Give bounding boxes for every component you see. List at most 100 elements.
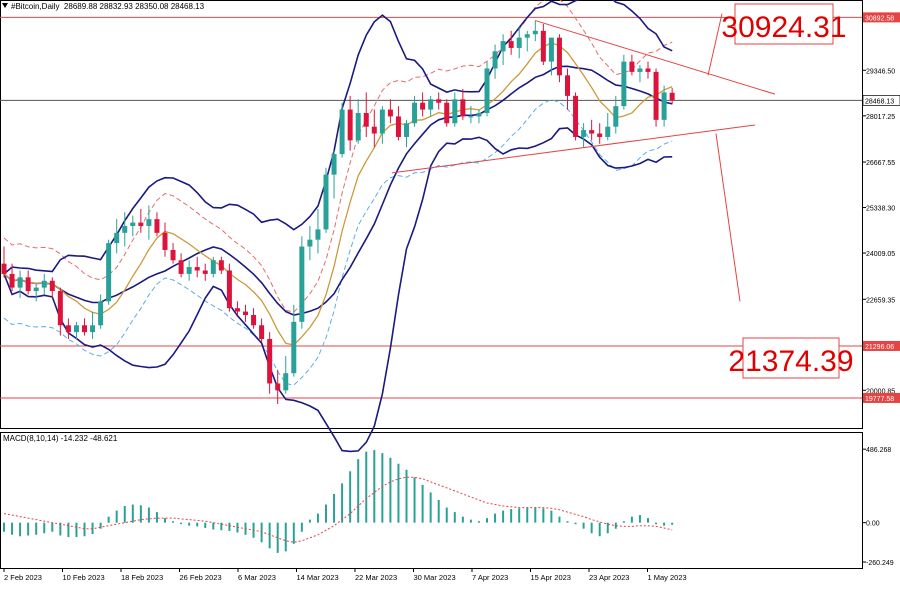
candle-bear (395, 116, 401, 137)
price-pane-frame (0, 0, 863, 429)
descending-trendline (535, 20, 776, 95)
x-tick-label: 18 Feb 2023 (121, 573, 163, 582)
candle-bull (613, 106, 619, 127)
macd-tick-label: 0.00 (866, 521, 880, 528)
candle-bear (57, 291, 63, 326)
candle-bear (669, 92, 675, 101)
candle-bear (565, 75, 570, 96)
macd-pane-frame (0, 432, 863, 569)
candle-bull (283, 373, 289, 391)
candle-bear (556, 37, 562, 76)
candle-bear (1, 263, 7, 274)
candle-bear (234, 308, 240, 312)
candle-bull (516, 37, 522, 48)
candle-bull (500, 41, 506, 52)
candle-bull (146, 219, 152, 226)
candle-bull (106, 243, 112, 302)
candle-bull (428, 99, 434, 110)
candle-bull (468, 116, 474, 118)
bollinger-upper (3, 0, 673, 275)
candle-bear (629, 61, 635, 72)
candle-bear (540, 30, 546, 62)
candle-bull (661, 92, 667, 120)
candle-bull (484, 68, 490, 113)
candle-bear (460, 99, 466, 117)
price-badge-text: 19777.58 (865, 396, 894, 403)
macd-signal-line (3, 476, 673, 543)
price-badge (863, 392, 900, 403)
candle-bear (420, 102, 426, 110)
candle-bear (251, 315, 257, 326)
candle-bear (49, 280, 55, 292)
y-tick-label: 29346.50 (866, 68, 895, 75)
arrow-up-line (707, 13, 723, 76)
candle-bull (33, 287, 39, 292)
candle-bear (218, 260, 224, 271)
candle-bull (130, 222, 136, 226)
candle-bear (387, 109, 393, 117)
support-label-box (742, 337, 840, 379)
candle-bull (581, 130, 587, 137)
candle-bull (307, 239, 313, 247)
candle-bull (98, 301, 104, 326)
candle-bear (347, 109, 353, 141)
candle-bull (524, 34, 530, 38)
x-tick-label: 1 May 2023 (648, 573, 687, 582)
candle-bull (323, 174, 329, 230)
candle-bull (637, 68, 643, 72)
y-tick-label: 20000.85 (866, 388, 895, 395)
candle-bull (331, 154, 337, 175)
candle-bear (178, 260, 184, 274)
price-badge-text: 30892.58 (865, 15, 894, 22)
candle-bull (412, 102, 418, 124)
y-tick-label: 26667.55 (866, 160, 895, 167)
candle-bull (492, 51, 498, 69)
y-tick-label: 22659.35 (866, 297, 895, 304)
candle-bear (170, 249, 176, 261)
candle-bull (621, 61, 627, 107)
candle-bear (275, 383, 281, 391)
x-tick-label: 30 Mar 2023 (414, 573, 456, 582)
candle-bear (597, 133, 603, 137)
arrow-down-line (715, 133, 741, 302)
x-tick-label: 7 Apr 2023 (472, 573, 508, 582)
candle-bull (355, 112, 361, 141)
candle-bear (194, 267, 200, 271)
candle-bear (226, 270, 232, 309)
envelope-lower-dashed (3, 99, 673, 386)
current-price-text: 28468.13 (865, 98, 894, 105)
chart-header: #Bitcoin,Daily 28689.88 28832.93 28350.0… (2, 2, 204, 11)
candle-bull (186, 267, 192, 274)
y-tick-label: 25338.30 (866, 206, 895, 213)
resistance-label: 30924.31 (721, 11, 846, 44)
candle-bear (371, 126, 377, 134)
candle-bear (202, 270, 208, 274)
candle-bear (65, 325, 71, 333)
candle-bull (122, 225, 128, 233)
candle-bear (267, 338, 273, 384)
dropdown-triangle-icon[interactable] (2, 3, 8, 8)
candle-bear (363, 112, 369, 127)
resistance-label-box (734, 3, 834, 45)
candle-bear (243, 311, 248, 316)
candle-bear (573, 95, 579, 137)
candle-bull (90, 325, 96, 333)
candle-bear (645, 68, 651, 72)
current-price-badge (862, 95, 900, 106)
price-badge (863, 340, 900, 351)
ohlc-readout: 28689.88 28832.93 28350.08 28468.13 (63, 2, 205, 11)
price-badge-text: 21296.06 (865, 344, 894, 351)
candle-bull (291, 321, 297, 374)
candle-bull (476, 112, 482, 117)
x-tick-label: 10 Feb 2023 (63, 573, 105, 582)
candle-bull (404, 123, 409, 137)
x-tick-label: 6 Mar 2023 (238, 573, 276, 582)
x-tick-label: 2 Feb 2023 (4, 573, 42, 582)
support-label: 21374.39 (728, 345, 853, 378)
bollinger-lower (3, 127, 673, 453)
y-tick-label: 24009.05 (866, 251, 895, 258)
y-tick-label: 28017.25 (866, 114, 895, 121)
candle-bull (532, 30, 538, 35)
candle-bull (17, 277, 23, 288)
